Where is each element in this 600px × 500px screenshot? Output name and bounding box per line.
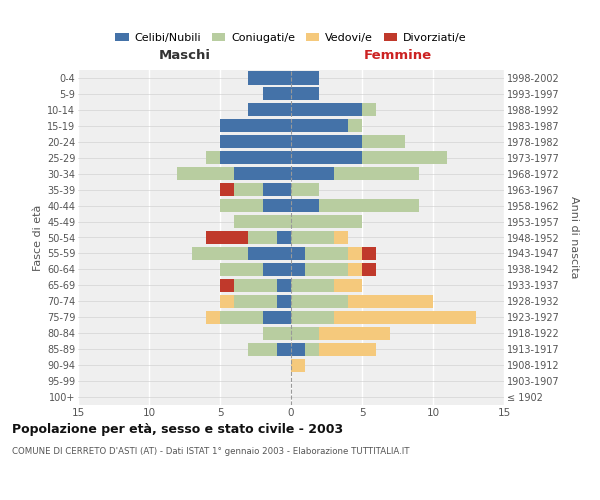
Bar bbox=[234, 167, 291, 180]
Text: Popolazione per età, sesso e stato civile - 2003: Popolazione per età, sesso e stato civil… bbox=[12, 422, 343, 436]
Bar bbox=[334, 167, 419, 180]
Bar bbox=[291, 104, 362, 117]
Bar bbox=[263, 88, 291, 101]
Bar bbox=[248, 342, 277, 355]
Bar bbox=[305, 342, 319, 355]
Bar bbox=[220, 199, 263, 212]
Bar bbox=[291, 326, 319, 340]
Bar bbox=[220, 135, 291, 148]
Bar bbox=[291, 295, 348, 308]
Bar bbox=[234, 215, 291, 228]
Bar bbox=[263, 326, 291, 340]
Bar bbox=[348, 263, 362, 276]
Bar bbox=[291, 358, 305, 372]
Bar bbox=[220, 310, 263, 324]
Bar bbox=[220, 279, 234, 292]
Legend: Celibi/Nubili, Coniugati/e, Vedovi/e, Divorziati/e: Celibi/Nubili, Coniugati/e, Vedovi/e, Di… bbox=[111, 28, 471, 48]
Bar bbox=[291, 263, 305, 276]
Y-axis label: Fasce di età: Fasce di età bbox=[32, 204, 43, 270]
Bar bbox=[291, 183, 319, 196]
Bar bbox=[291, 135, 362, 148]
Bar bbox=[220, 295, 234, 308]
Bar bbox=[348, 120, 362, 132]
Bar bbox=[291, 231, 334, 244]
Bar bbox=[291, 167, 334, 180]
Bar bbox=[277, 279, 291, 292]
Bar bbox=[334, 310, 476, 324]
Bar bbox=[206, 231, 248, 244]
Bar bbox=[178, 167, 234, 180]
Bar bbox=[263, 183, 291, 196]
Bar bbox=[291, 215, 362, 228]
Bar bbox=[348, 247, 362, 260]
Y-axis label: Anni di nascita: Anni di nascita bbox=[569, 196, 579, 279]
Bar bbox=[348, 295, 433, 308]
Bar bbox=[220, 183, 234, 196]
Bar bbox=[248, 231, 277, 244]
Bar bbox=[319, 199, 419, 212]
Bar bbox=[291, 199, 319, 212]
Bar bbox=[291, 88, 319, 101]
Bar bbox=[277, 342, 291, 355]
Text: Femmine: Femmine bbox=[364, 48, 431, 62]
Bar bbox=[248, 72, 291, 85]
Bar bbox=[248, 104, 291, 117]
Bar bbox=[191, 247, 248, 260]
Bar bbox=[277, 295, 291, 308]
Bar bbox=[319, 342, 376, 355]
Bar bbox=[206, 151, 220, 164]
Bar bbox=[291, 310, 334, 324]
Bar bbox=[234, 279, 277, 292]
Bar bbox=[362, 151, 447, 164]
Bar bbox=[291, 120, 348, 132]
Bar bbox=[362, 263, 376, 276]
Bar bbox=[319, 326, 391, 340]
Bar bbox=[277, 231, 291, 244]
Bar bbox=[291, 151, 362, 164]
Bar bbox=[362, 247, 376, 260]
Bar bbox=[220, 151, 291, 164]
Bar bbox=[234, 183, 263, 196]
Bar bbox=[220, 120, 291, 132]
Bar bbox=[291, 72, 319, 85]
Bar bbox=[263, 310, 291, 324]
Bar bbox=[263, 199, 291, 212]
Bar bbox=[291, 247, 305, 260]
Text: Maschi: Maschi bbox=[158, 48, 211, 62]
Bar bbox=[248, 247, 291, 260]
Bar bbox=[334, 279, 362, 292]
Bar bbox=[334, 231, 348, 244]
Bar bbox=[291, 279, 334, 292]
Bar bbox=[362, 135, 404, 148]
Bar bbox=[206, 310, 220, 324]
Bar bbox=[305, 247, 348, 260]
Bar bbox=[305, 263, 348, 276]
Bar bbox=[220, 263, 263, 276]
Bar bbox=[263, 263, 291, 276]
Text: COMUNE DI CERRETO D'ASTI (AT) - Dati ISTAT 1° gennaio 2003 - Elaborazione TUTTIT: COMUNE DI CERRETO D'ASTI (AT) - Dati IST… bbox=[12, 448, 409, 456]
Bar bbox=[234, 295, 277, 308]
Bar bbox=[291, 342, 305, 355]
Bar bbox=[362, 104, 376, 117]
